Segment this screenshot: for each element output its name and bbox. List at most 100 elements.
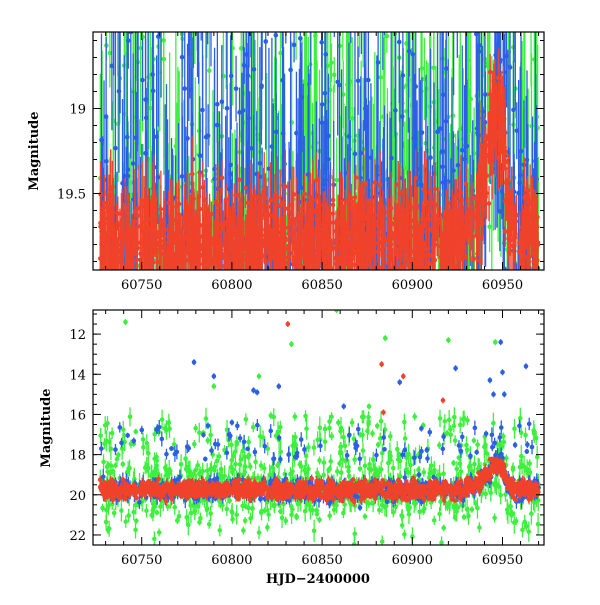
green-point xyxy=(352,542,357,547)
red-point xyxy=(369,247,374,252)
red-point xyxy=(390,221,395,226)
green-point xyxy=(253,460,258,465)
red-point xyxy=(351,229,356,234)
red-point xyxy=(201,185,206,190)
red-point xyxy=(353,175,358,180)
green-point xyxy=(174,144,179,149)
green-point xyxy=(375,424,380,429)
green-point xyxy=(313,33,318,38)
red-point xyxy=(129,248,134,253)
red-point xyxy=(302,244,307,249)
blue-point xyxy=(323,52,328,57)
green-point xyxy=(334,178,339,183)
red-point xyxy=(427,261,432,266)
red-point xyxy=(528,201,533,206)
blue-point xyxy=(475,131,480,136)
red-point xyxy=(216,203,221,208)
red-point xyxy=(272,254,277,259)
green-point xyxy=(157,530,162,535)
red-point xyxy=(506,213,511,218)
red-point xyxy=(492,114,497,119)
green-point xyxy=(207,522,212,527)
green-point xyxy=(317,518,322,523)
red-point xyxy=(361,222,366,227)
y-tick-label: 19.5 xyxy=(57,188,86,203)
red-point xyxy=(334,261,339,266)
x-tick-label: 60900 xyxy=(392,278,433,293)
red-point xyxy=(140,204,145,209)
red-point xyxy=(428,190,433,195)
green-point xyxy=(335,469,340,474)
green-point xyxy=(207,68,212,73)
blue-point xyxy=(104,159,109,164)
red-point xyxy=(487,201,492,206)
red-point xyxy=(396,182,401,187)
red-point xyxy=(102,221,107,226)
red-point xyxy=(306,255,311,260)
red-point xyxy=(114,245,119,250)
green-point xyxy=(332,73,337,78)
red-point xyxy=(282,255,287,260)
blue-point xyxy=(292,43,297,48)
green-point xyxy=(420,66,425,71)
red-point xyxy=(317,243,322,248)
red-point xyxy=(197,194,202,199)
green-point xyxy=(523,433,528,438)
x-tick-label: 60850 xyxy=(301,278,342,293)
red-point xyxy=(394,213,399,218)
red-point xyxy=(173,238,178,243)
green-point xyxy=(167,426,172,431)
blue-point xyxy=(156,175,161,180)
blue-point xyxy=(252,67,257,72)
red-point xyxy=(215,209,220,214)
red-point xyxy=(431,245,436,250)
red-point xyxy=(445,236,450,241)
blue-point xyxy=(407,49,412,54)
red-point xyxy=(219,248,224,253)
blue-point xyxy=(229,74,234,79)
red-point xyxy=(206,219,211,224)
red-point xyxy=(241,243,246,248)
red-point xyxy=(271,228,276,233)
green-point xyxy=(234,440,239,445)
green-point xyxy=(288,472,293,477)
green-point xyxy=(193,426,198,431)
blue-point xyxy=(411,52,416,57)
red-point xyxy=(202,236,207,241)
green-point xyxy=(370,431,375,436)
red-point xyxy=(363,181,368,186)
blue-point xyxy=(150,72,155,77)
blue-point xyxy=(215,102,220,107)
red-point xyxy=(146,226,151,231)
blue-point xyxy=(234,86,239,91)
red-point xyxy=(355,242,360,247)
red-point xyxy=(213,260,218,265)
red-point xyxy=(343,255,348,260)
red-point xyxy=(379,227,384,232)
blue-point xyxy=(110,64,115,69)
red-point xyxy=(459,191,464,196)
red-point xyxy=(279,242,284,247)
red-point xyxy=(190,172,195,177)
blue-point xyxy=(534,177,539,182)
green-point xyxy=(283,519,288,524)
red-point xyxy=(243,186,248,191)
red-point xyxy=(186,232,191,237)
blue-point xyxy=(144,116,149,121)
red-point xyxy=(265,227,270,232)
green-point xyxy=(378,75,383,80)
blue-point xyxy=(225,106,230,111)
green-point xyxy=(329,60,334,65)
blue-point xyxy=(126,38,131,43)
red-point xyxy=(480,163,485,168)
green-point xyxy=(447,418,452,423)
red-point xyxy=(496,75,501,80)
blue-point xyxy=(131,161,136,166)
blue-point xyxy=(126,167,131,172)
green-point xyxy=(527,461,532,466)
top-data-marks xyxy=(98,30,540,272)
green-point xyxy=(197,430,202,435)
red-point xyxy=(485,173,490,178)
green-point xyxy=(218,528,223,533)
